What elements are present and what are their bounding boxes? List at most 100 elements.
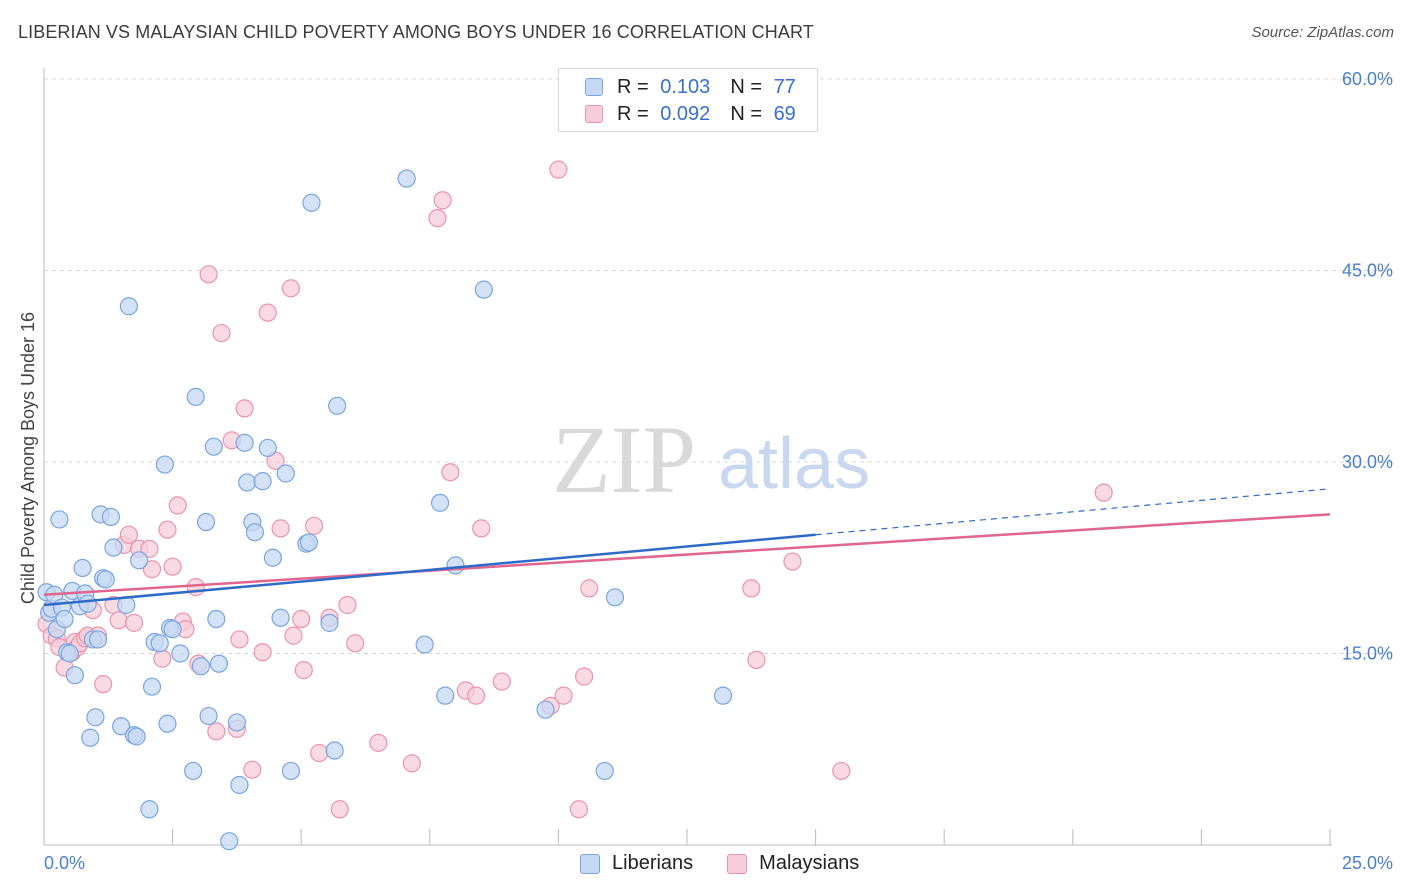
legend-swatch-malaysians (585, 105, 603, 123)
legend-swatch-malaysians (727, 853, 748, 874)
malaysians-point (124, 613, 144, 632)
legend-row-liberians: R = 0.103 N = 77 (585, 75, 796, 99)
liberians-point (65, 666, 84, 685)
liberians-point (430, 493, 450, 512)
liberians-point (230, 775, 249, 795)
liberians-point (50, 510, 69, 529)
x-tick-label: 0.0% (44, 853, 85, 873)
legend-n-value: 69 (773, 102, 796, 125)
bottom-legend-liberians[interactable]: Liberians (580, 852, 693, 875)
liberians-point (397, 169, 416, 188)
liberians-trend-extension (815, 488, 1331, 536)
liberians-point (204, 437, 223, 456)
malaysians-point (230, 630, 249, 649)
liberians-point (238, 473, 257, 492)
malaysians-point (158, 520, 177, 539)
malaysians-point (492, 672, 511, 691)
watermark-atlas: atlas (718, 424, 870, 504)
watermark-zip: ZIP (552, 406, 696, 513)
liberians-trend-line (43, 533, 816, 607)
malaysians-point (168, 496, 187, 515)
liberians-point (220, 832, 239, 851)
malaysians-point (140, 539, 159, 558)
liberians-point (299, 533, 319, 552)
malaysians-point (109, 611, 128, 630)
liberians-point (276, 464, 295, 483)
liberians-point (207, 609, 226, 629)
malaysians-point (832, 761, 851, 781)
liberians-point (436, 686, 455, 705)
malaysians-point (580, 579, 599, 598)
liberians-point (196, 512, 216, 532)
malaysians-point (549, 160, 568, 179)
liberians-point (96, 570, 115, 589)
malaysians-point (569, 800, 589, 819)
liberians-point (73, 558, 92, 578)
liberians-point (130, 551, 149, 570)
malaysians-point (466, 686, 486, 705)
liberians-point (199, 706, 218, 726)
malaysians-point (163, 557, 182, 576)
malaysians-point (433, 191, 452, 210)
liberians-point (235, 433, 254, 452)
malaysians-point (428, 209, 447, 228)
y-tick-label: 60.0% (1342, 69, 1393, 89)
liberians-point (605, 588, 625, 607)
liberians-point (60, 644, 79, 663)
malaysians-point (575, 667, 594, 686)
malaysians-point (1094, 483, 1113, 502)
malaysians-point (258, 303, 277, 322)
liberians-point (281, 761, 301, 781)
malaysians-point (207, 722, 226, 741)
malaysians-point (304, 516, 324, 535)
liberians-point (186, 387, 205, 406)
liberians-point (191, 657, 210, 676)
malaysians-point (253, 643, 272, 662)
legend-r-label: R = (617, 102, 649, 125)
legend-n-label: N = (730, 102, 762, 125)
x-tick-label: 25.0% (1342, 853, 1393, 873)
bottom-legend-label: Liberians (612, 852, 694, 874)
chart-title: LIBERIAN VS MALAYSIAN CHILD POVERTY AMON… (18, 22, 814, 42)
liberians-point (78, 594, 97, 613)
malaysians-point (346, 634, 365, 653)
liberians-point (140, 800, 159, 819)
liberians-point (446, 556, 465, 575)
liberians-point (271, 608, 290, 627)
malaysians-point (330, 800, 349, 819)
liberians-point (104, 538, 123, 557)
trend-lines (43, 488, 1331, 607)
liberians-point (245, 523, 265, 542)
legend-swatch-liberians (585, 78, 603, 96)
malaysians-point (153, 649, 172, 668)
tick-labels: 15.0% 30.0% 45.0% 60.0% 0.0% 25.0% (44, 69, 1393, 873)
liberians-point (163, 620, 182, 639)
liberians-point (253, 472, 272, 491)
liberians-point (86, 708, 105, 727)
liberians-point (184, 761, 203, 781)
legend: R = 0.103 N = 77 R = 0.092 N = 69 (558, 68, 818, 132)
malaysians-point (271, 519, 290, 538)
malaysians-point (212, 323, 231, 343)
source-credit: Source: ZipAtlas.com (1251, 24, 1394, 41)
y-tick-label: 15.0% (1342, 644, 1393, 664)
malaysians-point (119, 525, 138, 544)
malaysians-trend-line (43, 513, 1331, 597)
bottom-legend-label: Malaysians (759, 852, 860, 874)
liberians-point (227, 713, 246, 732)
liberians-point (158, 714, 177, 733)
liberians-point (155, 455, 174, 474)
legend-r-label: R = (617, 75, 649, 98)
liberians-point (325, 741, 344, 760)
liberians-point (101, 507, 120, 526)
liberians-point (415, 635, 434, 654)
y-tick-label: 45.0% (1342, 261, 1393, 281)
malaysians-point (186, 578, 205, 597)
liberians-point (119, 297, 138, 316)
liberians-point (88, 630, 108, 649)
bottom-legend-malaysians[interactable]: Malaysians (727, 852, 859, 875)
y-axis-label: Child Poverty Among Boys Under 16 (18, 312, 38, 604)
legend-r-value: 0.092 (660, 102, 711, 125)
malaysians-point (281, 279, 301, 298)
